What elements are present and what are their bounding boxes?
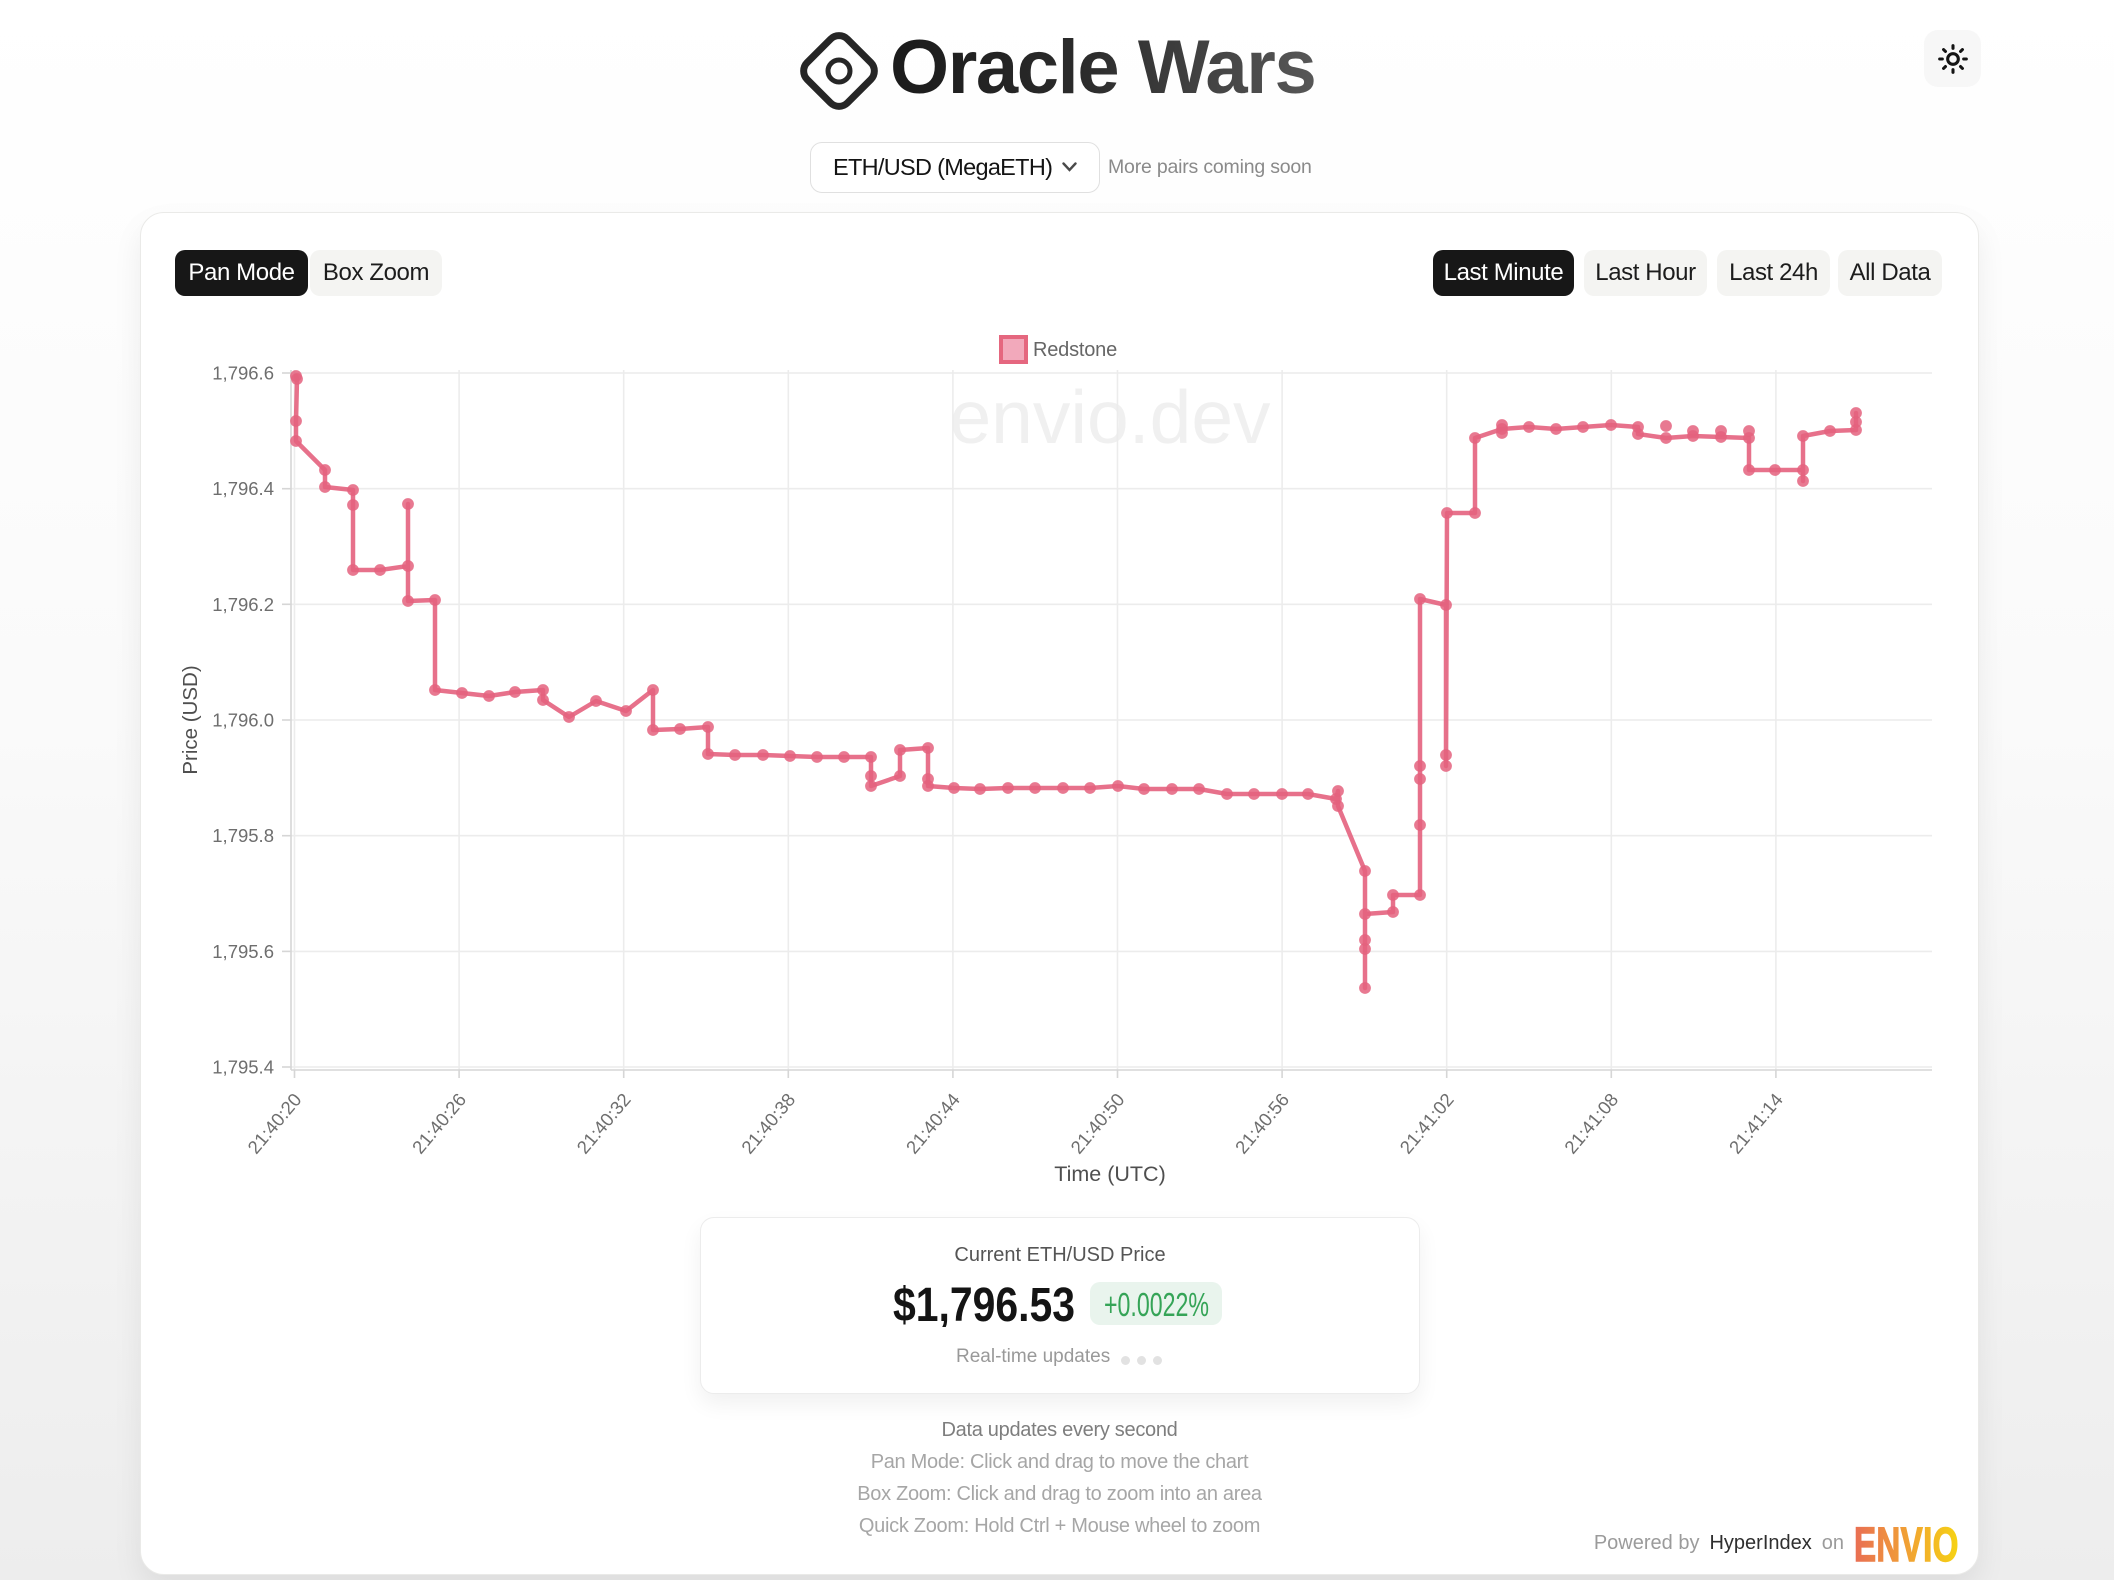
svg-text:1,795.8: 1,795.8 (212, 825, 274, 846)
svg-text:1,796.0: 1,796.0 (212, 710, 274, 731)
svg-text:ENVIO: ENVIO (1854, 1526, 1959, 1566)
svg-text:21:40:38: 21:40:38 (737, 1089, 799, 1158)
svg-text:21:40:50: 21:40:50 (1066, 1089, 1128, 1158)
svg-text:$1,796.53: $1,796.53 (893, 1278, 1075, 1327)
svg-text:21:41:02: 21:41:02 (1395, 1089, 1457, 1158)
svg-text:1,796.6: 1,796.6 (212, 363, 274, 384)
svg-text:Price (USD): Price (USD) (179, 665, 202, 774)
svg-text:Time (UTC): Time (UTC) (1054, 1162, 1165, 1186)
svg-text:21:40:44: 21:40:44 (902, 1089, 964, 1158)
svg-text:21:40:32: 21:40:32 (572, 1089, 634, 1158)
svg-text:Redstone: Redstone (1033, 339, 1117, 361)
svg-text:1,795.4: 1,795.4 (212, 1057, 274, 1078)
svg-text:1,796.2: 1,796.2 (212, 594, 274, 615)
svg-text:1,796.4: 1,796.4 (212, 478, 274, 499)
svg-text:21:40:26: 21:40:26 (408, 1089, 470, 1158)
svg-text:21:40:20: 21:40:20 (243, 1089, 305, 1158)
svg-text:+0.0022%: +0.0022% (1104, 1286, 1209, 1323)
svg-text:21:40:56: 21:40:56 (1231, 1089, 1293, 1158)
svg-text:1,795.6: 1,795.6 (212, 941, 274, 962)
svg-text:21:41:14: 21:41:14 (1725, 1089, 1787, 1158)
svg-text:21:41:08: 21:41:08 (1560, 1089, 1622, 1158)
svg-text:envio.dev: envio.dev (949, 375, 1271, 459)
